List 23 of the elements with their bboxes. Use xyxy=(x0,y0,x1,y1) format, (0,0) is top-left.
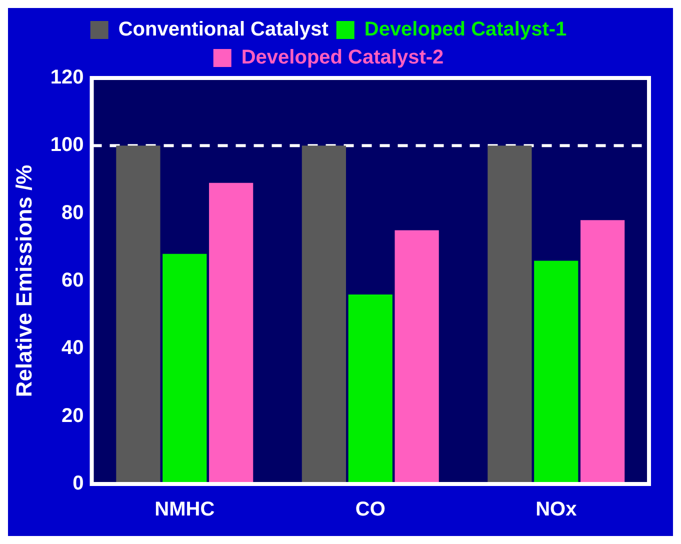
y-tick-label: 40 xyxy=(62,337,84,360)
x-tick-label: CO xyxy=(355,498,386,521)
bar xyxy=(302,146,346,484)
y-tick-label: 100 xyxy=(50,134,84,156)
x-tick-label: NMHC xyxy=(154,498,215,521)
bar xyxy=(394,230,439,484)
y-tick-label: 120 xyxy=(50,66,84,89)
x-tick-label: NOx xyxy=(536,498,577,521)
bar xyxy=(348,294,392,484)
bar xyxy=(534,260,578,484)
bar xyxy=(488,146,532,484)
bar xyxy=(116,146,160,484)
legend-label: Developed Catalyst-2 xyxy=(241,46,444,69)
y-tick-label: 80 xyxy=(62,202,84,224)
bar xyxy=(580,220,625,484)
legend-label: Conventional Catalyst xyxy=(118,18,329,41)
legend-label: Developed Catalyst-1 xyxy=(364,18,567,41)
y-tick-label: 20 xyxy=(62,404,84,427)
bar xyxy=(162,254,207,484)
bar xyxy=(209,182,254,484)
y-axis-title: Relative Emissions /% xyxy=(11,164,36,398)
y-tick-label: 0 xyxy=(72,472,84,495)
y-tick-label: 60 xyxy=(62,270,84,292)
